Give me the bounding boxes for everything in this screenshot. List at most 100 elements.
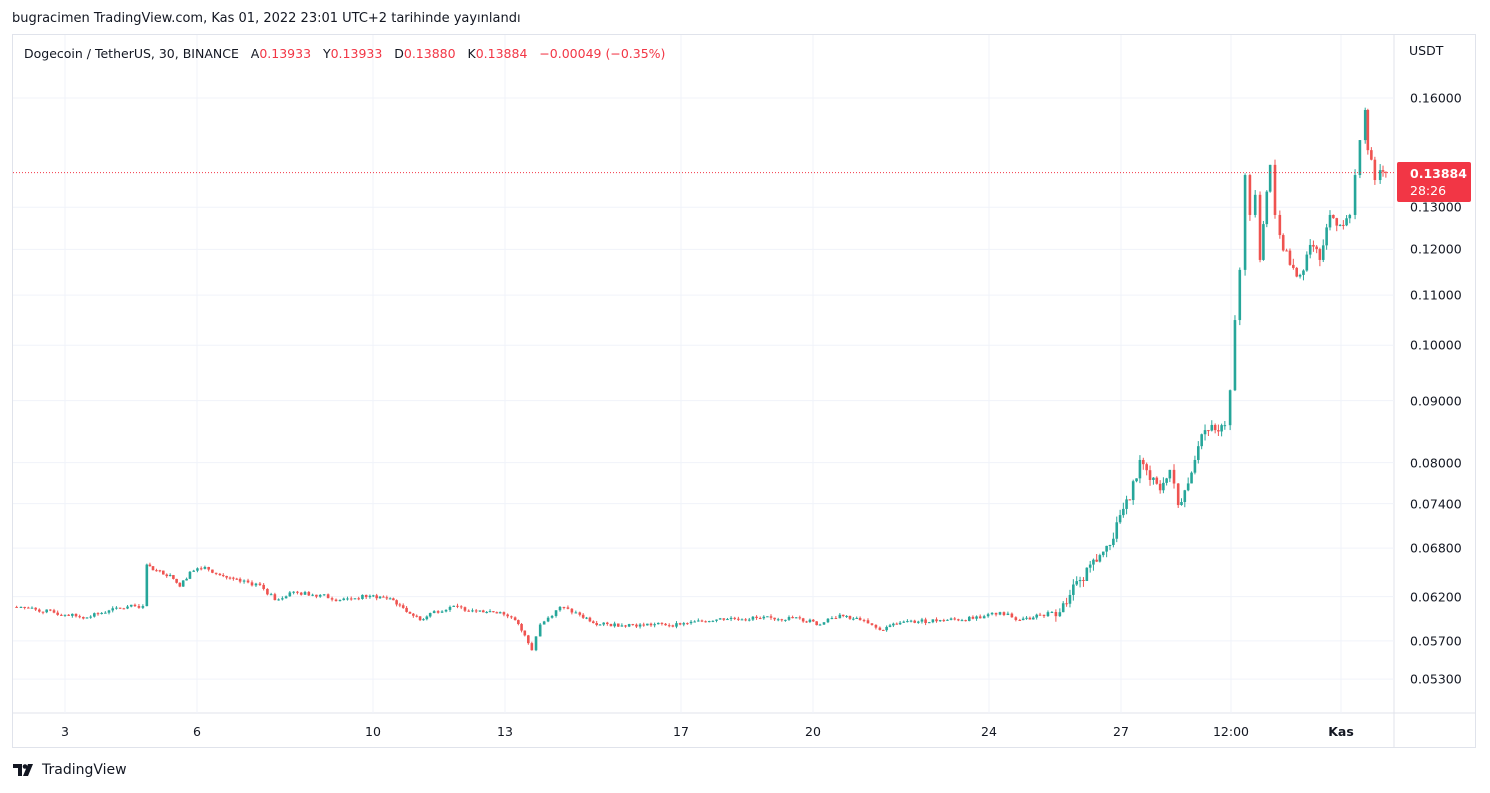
price-tick-label: 0.13000 <box>1410 199 1462 215</box>
candle-body <box>155 570 158 572</box>
candle-body <box>574 612 578 614</box>
candle-body <box>1158 483 1162 491</box>
candle-body <box>1223 425 1227 427</box>
candle-body <box>852 618 855 620</box>
candle-body <box>602 622 605 625</box>
candle-body <box>935 619 938 622</box>
candle-body <box>488 611 492 613</box>
candle-body <box>432 611 436 614</box>
candle-body <box>667 625 671 627</box>
candle-body <box>1265 191 1269 225</box>
candle-body <box>228 577 232 579</box>
candle-body <box>1172 469 1176 484</box>
candle-body <box>1105 545 1108 552</box>
candle-body <box>250 582 254 586</box>
candle-body <box>957 619 960 621</box>
candle-body <box>85 617 89 619</box>
candle-body <box>262 584 265 589</box>
candle-body <box>418 616 422 621</box>
candle-body <box>1006 613 1010 616</box>
candle-body <box>990 612 994 615</box>
candle-body <box>15 606 18 608</box>
candle-body <box>221 575 225 577</box>
price-tick-label: 0.05700 <box>1410 633 1462 649</box>
candle-body <box>517 620 520 625</box>
candle-body <box>218 573 222 576</box>
low-label: D <box>394 46 404 61</box>
candle-body <box>1118 515 1122 523</box>
candle-body <box>722 618 726 620</box>
change-value: −0.00049 (−0.35%) <box>539 46 666 61</box>
candle-body <box>192 570 195 572</box>
candle-body <box>967 616 971 621</box>
candle-body <box>874 624 878 628</box>
candle-body <box>353 598 357 600</box>
candle-body <box>126 606 129 609</box>
candle-body <box>349 598 353 600</box>
time-tick-label: 24 <box>981 724 997 739</box>
candle-body <box>368 595 372 598</box>
candle-body <box>425 616 429 620</box>
candle-body <box>111 608 115 611</box>
candle-body <box>733 617 737 619</box>
candle-body <box>444 609 448 612</box>
candle-body <box>1308 244 1312 255</box>
candle-body <box>1176 483 1180 506</box>
candle-body <box>1108 544 1112 546</box>
candle-body <box>830 618 834 620</box>
candle-body <box>326 594 330 599</box>
candle-body <box>288 592 292 597</box>
candle-body <box>284 596 288 599</box>
candle-body <box>815 621 818 626</box>
candle-body <box>689 621 693 624</box>
candle-body <box>1373 159 1377 181</box>
candle-body <box>838 614 842 619</box>
candle-body <box>704 621 707 623</box>
candle-body <box>678 623 682 625</box>
candle-body <box>385 597 389 599</box>
candle-body <box>726 619 729 621</box>
candle-body <box>538 624 542 637</box>
candle-body <box>371 595 375 597</box>
candle-body <box>388 598 392 600</box>
candle-body <box>881 629 885 631</box>
candle-body <box>513 617 517 621</box>
candle-body <box>631 624 635 626</box>
candle-body <box>481 610 485 613</box>
candle-body <box>1088 564 1092 568</box>
candle-body <box>946 619 949 621</box>
candle-body <box>1370 150 1373 160</box>
time-tick-label: 3 <box>61 724 69 739</box>
candle-body <box>34 607 37 610</box>
chart-frame[interactable] <box>12 34 1476 748</box>
candle-body <box>269 594 273 596</box>
candle-body <box>1095 559 1098 562</box>
candle-body <box>1207 430 1210 432</box>
candle-body <box>60 614 63 616</box>
candle-body <box>1042 614 1046 617</box>
candle-body <box>1193 459 1197 473</box>
candle-body <box>188 571 192 579</box>
candle-body <box>964 620 967 622</box>
candle-body <box>834 618 838 620</box>
tradingview-logo[interactable]: TradingView <box>13 762 127 778</box>
candle-body <box>1085 567 1089 581</box>
candle-body <box>715 619 718 621</box>
candle-body <box>791 617 794 619</box>
candle-body <box>67 614 70 616</box>
price-tick-label: 0.07400 <box>1410 496 1462 512</box>
candle-body <box>1035 614 1038 618</box>
candle-body <box>1183 490 1187 503</box>
candle-body <box>175 578 178 583</box>
candle-body <box>311 594 314 596</box>
candle-body <box>718 618 722 620</box>
candle-body <box>1155 477 1159 484</box>
candle-body <box>41 611 45 613</box>
price-tick-label: 0.05300 <box>1410 671 1462 687</box>
candle-body <box>82 616 85 619</box>
candle-body <box>375 595 378 599</box>
candle-body <box>986 614 990 617</box>
candle-body <box>1366 109 1370 151</box>
symbol-name[interactable]: Dogecoin / TetherUS, 30, BINANCE <box>24 46 239 61</box>
